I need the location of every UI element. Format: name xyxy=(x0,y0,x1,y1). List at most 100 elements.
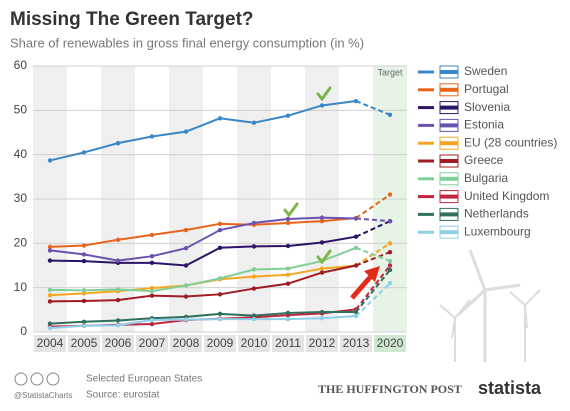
target-line xyxy=(355,264,391,311)
data-point xyxy=(149,232,155,238)
chart-subtitle: Share of renewables in gross final energ… xyxy=(10,35,364,50)
data-point xyxy=(115,323,121,328)
x-tick-label: 2004 xyxy=(37,336,64,350)
checkmark xyxy=(316,86,332,102)
target-line xyxy=(355,246,391,262)
data-point xyxy=(183,283,189,288)
series-line xyxy=(49,311,356,325)
data-point xyxy=(115,287,121,292)
data-point xyxy=(285,316,291,322)
footer-note: Selected European States xyxy=(86,374,202,385)
data-point xyxy=(217,245,223,250)
series-line xyxy=(49,235,357,267)
series-line xyxy=(49,264,357,303)
data-point xyxy=(183,317,189,322)
data-point xyxy=(217,227,223,233)
legend-label: Luxembourg xyxy=(464,224,531,238)
data-point xyxy=(251,316,257,322)
footer-handle: @StatistaCharts xyxy=(14,391,72,400)
data-point xyxy=(319,309,325,315)
data-point xyxy=(149,253,155,259)
data-point xyxy=(47,293,53,298)
data-point xyxy=(387,250,393,255)
data-point xyxy=(81,252,87,257)
data-point xyxy=(387,218,393,224)
data-point xyxy=(285,216,291,222)
legend: Sweden Portugal Slovenia Estonia EU (28 coun… xyxy=(418,64,557,239)
data-point xyxy=(217,311,223,317)
data-point xyxy=(81,258,87,264)
legend-flag-band xyxy=(440,230,458,235)
series-line xyxy=(49,315,357,330)
legend-flag-band xyxy=(440,194,458,199)
data-point xyxy=(319,266,325,271)
x-tick-label: 2010 xyxy=(241,336,268,350)
legend-label: United Kingdom xyxy=(464,189,549,203)
x-tick-label: 2013 xyxy=(343,336,370,350)
legend-label: EU (28 countries) xyxy=(464,135,557,149)
data-point xyxy=(81,291,87,296)
data-point xyxy=(81,243,87,248)
data-point xyxy=(353,234,359,239)
target-line xyxy=(355,100,391,116)
series-line xyxy=(49,100,357,162)
x-tick-label: 2009 xyxy=(207,336,234,350)
brand-logo: statista xyxy=(478,378,542,398)
x-label-box xyxy=(136,335,168,352)
footer-source: Source: eurostat xyxy=(86,390,160,401)
data-point xyxy=(285,113,291,118)
data-point xyxy=(47,325,53,331)
data-point xyxy=(319,240,325,245)
x-label-box xyxy=(306,335,338,352)
y-tick-label: 10 xyxy=(14,280,28,294)
data-point xyxy=(387,112,393,117)
data-point xyxy=(387,267,393,273)
checkmark xyxy=(316,249,332,265)
data-point xyxy=(285,281,291,286)
target-line xyxy=(355,220,391,238)
legend-flag-band xyxy=(440,176,458,181)
data-point xyxy=(183,227,189,233)
legend-label: Portugal xyxy=(464,82,509,96)
data-point xyxy=(217,292,223,297)
x-label-box xyxy=(238,335,270,352)
data-point xyxy=(149,321,155,327)
x-tick-label: 2011 xyxy=(275,336,301,350)
data-point xyxy=(285,243,291,249)
y-tick-label: 50 xyxy=(14,103,28,117)
checkmark xyxy=(283,202,299,218)
x-label-box xyxy=(204,335,236,352)
data-point xyxy=(387,281,393,286)
data-point xyxy=(47,248,53,253)
data-point xyxy=(387,192,393,197)
data-point xyxy=(81,298,87,304)
y-tick-label: 20 xyxy=(14,236,28,250)
legend-flag-band xyxy=(440,159,458,163)
target-line xyxy=(355,193,391,219)
footer: @StatistaCharts Selected European States… xyxy=(14,372,542,401)
data-point xyxy=(319,215,325,220)
data-point xyxy=(319,270,325,275)
target-line xyxy=(355,269,391,313)
license-icon xyxy=(46,372,60,386)
series-line xyxy=(49,216,357,262)
data-point xyxy=(387,263,393,268)
legend-label: Sweden xyxy=(464,64,507,78)
data-point xyxy=(319,218,325,224)
data-point xyxy=(149,317,155,323)
data-point xyxy=(115,237,121,242)
series-line xyxy=(49,246,357,293)
data-point xyxy=(387,241,393,246)
legend-label: Estonia xyxy=(464,118,504,132)
legend-flag-band xyxy=(440,87,458,92)
data-point xyxy=(217,116,223,121)
data-point xyxy=(285,272,291,278)
data-point xyxy=(319,103,325,108)
y-tick-label: 0 xyxy=(20,324,27,338)
data-point xyxy=(353,216,359,221)
x-label-box xyxy=(34,335,66,352)
data-point xyxy=(251,274,257,279)
data-point xyxy=(353,313,359,319)
x-label-box xyxy=(170,335,202,352)
